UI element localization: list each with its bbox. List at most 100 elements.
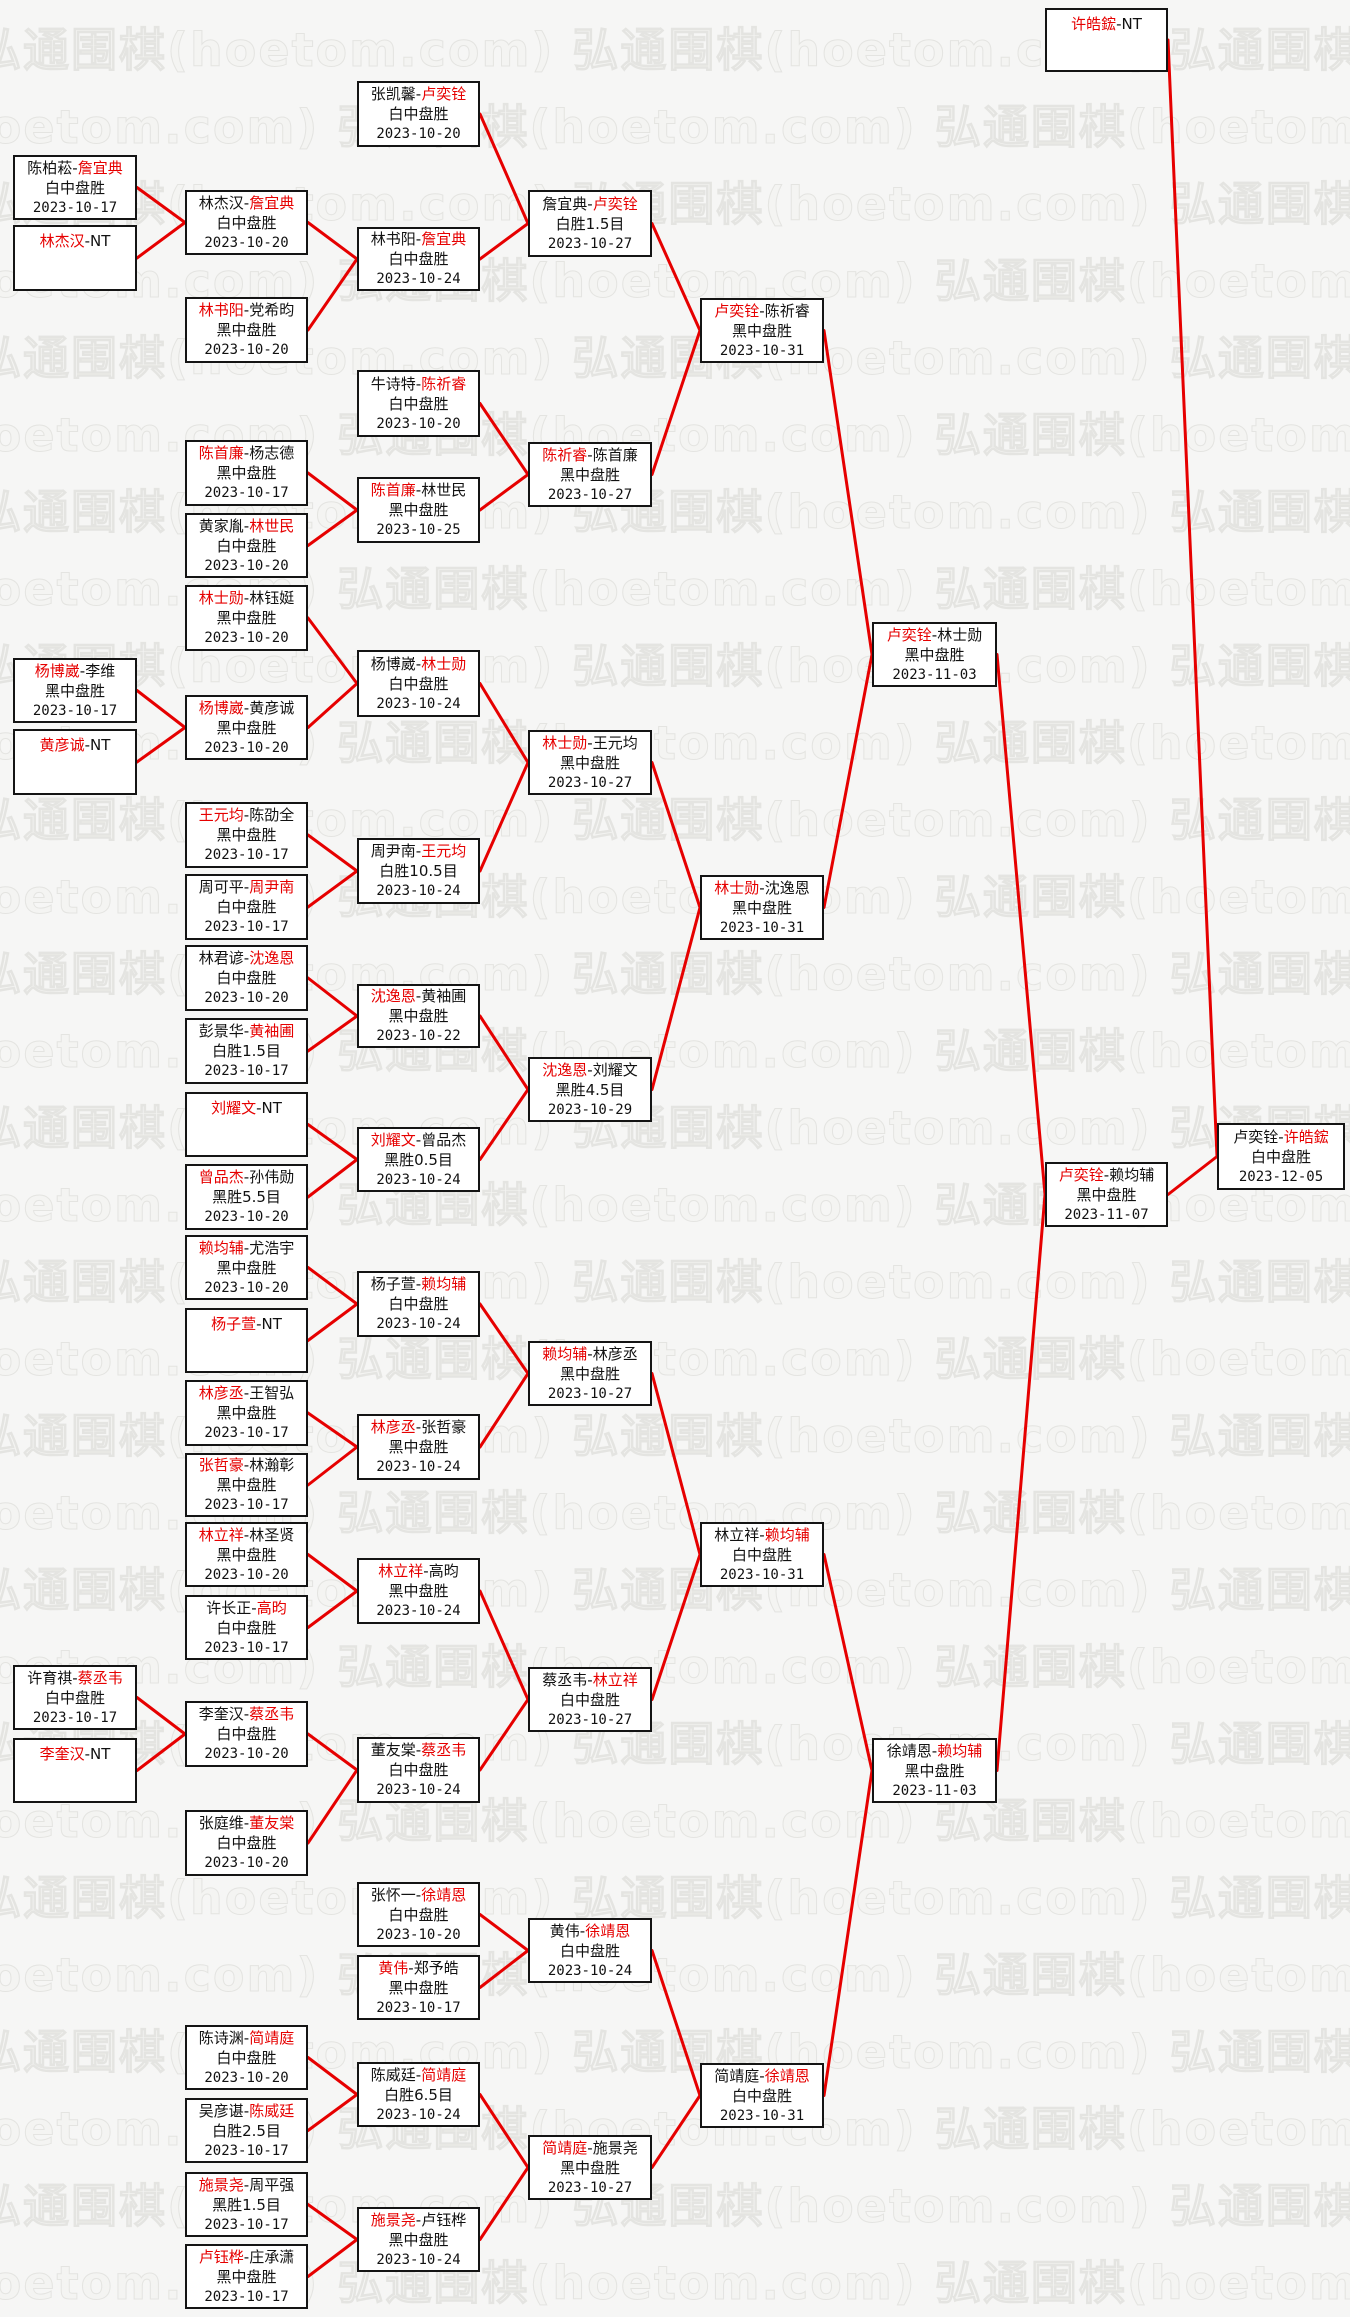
match-date: 2023-10-17 bbox=[204, 1639, 289, 1656]
bracket-connector bbox=[135, 1696, 187, 1736]
match-box-E2: 林士勋-沈逸恩 黑中盘胜 2023-10-31 bbox=[700, 875, 824, 940]
match-date: 2023-10-27 bbox=[547, 774, 633, 791]
match-box-E3: 林立祥-赖均辅 白中盘胜 2023-10-31 bbox=[700, 1522, 824, 1587]
match-players: 黄伟-徐靖恩 bbox=[550, 1921, 630, 1941]
bracket-connector bbox=[478, 1698, 530, 1772]
player-a-name: 曾品杰 bbox=[198, 1168, 244, 1186]
match-result: 黑中盘胜 bbox=[216, 826, 277, 844]
players-separator: - bbox=[243, 1814, 250, 1832]
players-separator: - bbox=[415, 85, 422, 103]
match-result: 白中盘胜 bbox=[216, 969, 277, 987]
bracket-connector bbox=[306, 1302, 359, 1342]
player-b-name: 董友棠 bbox=[249, 1814, 295, 1832]
match-box-F2: 徐靖恩-赖均辅 黑中盘胜 2023-11-03 bbox=[872, 1738, 997, 1803]
bracket-connector bbox=[306, 616, 359, 685]
players-separator: - bbox=[423, 1562, 429, 1580]
match-result: 白中盘胜 bbox=[216, 1618, 277, 1637]
players-separator: - bbox=[243, 1168, 250, 1186]
player-b-name: 黄彦诚 bbox=[249, 698, 295, 717]
player-b-name: 王元均 bbox=[592, 733, 638, 752]
bracket-connector bbox=[822, 1769, 874, 2097]
player-a-name: 刘耀文 bbox=[211, 1099, 257, 1117]
match-players: 杨子萱-NT bbox=[211, 1314, 282, 1334]
match-box-C7: 沈逸恩-黄袖圃 黑中盘胜 2023-10-22 bbox=[357, 984, 480, 1048]
match-players: 周尹南-王元均 bbox=[371, 841, 466, 861]
match-result: 黑中盘胜 bbox=[559, 465, 620, 484]
match-result: 黑中盘胜 bbox=[216, 321, 277, 339]
match-result: 白中盘胜 bbox=[1250, 1147, 1311, 1166]
bracket-connector bbox=[995, 653, 1047, 1196]
match-result: 黑中盘胜 bbox=[731, 898, 792, 917]
players-separator: - bbox=[415, 2065, 422, 2084]
match-result: 黑中盘胜 bbox=[388, 1007, 449, 1025]
players-separator: - bbox=[243, 589, 250, 607]
players-separator: - bbox=[587, 733, 593, 752]
match-result: 黑中盘胜 bbox=[388, 1438, 449, 1456]
match-date: 2023-10-20 bbox=[376, 415, 461, 432]
match-result: 白中盘胜 bbox=[388, 250, 449, 268]
match-date: 2023-10-31 bbox=[719, 2107, 805, 2124]
players-separator: - bbox=[243, 1705, 250, 1723]
player-b-name: 蔡丞韦 bbox=[421, 1741, 467, 1759]
player-a-name: 杨子萱 bbox=[211, 1315, 257, 1333]
match-players: 简靖庭-徐靖恩 bbox=[714, 2066, 809, 2086]
match-players: 林立祥-赖均辅 bbox=[714, 1525, 809, 1545]
match-players: 许长正-高昀 bbox=[206, 1598, 286, 1618]
bracket-connector bbox=[306, 1266, 359, 1306]
player-b-name: 尤浩宇 bbox=[249, 1238, 295, 1257]
match-players: 张怀一-徐靖恩 bbox=[371, 1885, 466, 1905]
match-players: 卢奕铨-赖均辅 bbox=[1059, 1165, 1154, 1185]
match-date: 2023-10-20 bbox=[204, 1279, 289, 1296]
players-separator: - bbox=[84, 232, 91, 250]
player-b-name: 林世民 bbox=[421, 481, 467, 499]
players-separator: - bbox=[243, 1525, 250, 1544]
match-box-B2: 林书阳-党希昀 黑中盘胜 2023-10-20 bbox=[185, 297, 308, 363]
match-result: 白胜6.5目 bbox=[384, 2085, 453, 2104]
match-result: 黑胜4.5目 bbox=[555, 1080, 625, 1099]
match-players: 杨子萱-赖均辅 bbox=[371, 1274, 466, 1294]
players-separator: - bbox=[587, 1670, 593, 1689]
match-date: 2023-10-24 bbox=[376, 1782, 461, 1798]
match-players: 蔡丞韦-林立祥 bbox=[542, 1670, 637, 1690]
bracket-connector bbox=[478, 1014, 530, 1091]
player-b-name: 卢钰桦 bbox=[421, 2210, 467, 2229]
player-b-name: 王智弘 bbox=[249, 1384, 295, 1402]
match-date: 2023-10-17 bbox=[204, 2216, 289, 2233]
player-a-name: 陈威廷 bbox=[370, 2065, 416, 2084]
match-box-C15: 陈威廷-简靖庭 白胜6.5目 2023-10-24 bbox=[357, 2062, 480, 2127]
player-a-name: 牛诗特 bbox=[370, 374, 416, 393]
bracket-connector bbox=[306, 1553, 359, 1593]
player-b-name: 杨志德 bbox=[249, 444, 295, 462]
match-players: 林书阳-党希昀 bbox=[199, 300, 294, 320]
players-separator: - bbox=[251, 1598, 257, 1617]
match-date: 2023-10-20 bbox=[204, 1746, 289, 1762]
player-a-name: 林杰汉 bbox=[198, 193, 244, 212]
match-box-B1: 林杰汉-詹宜典 白中盘胜 2023-10-20 bbox=[185, 190, 308, 255]
player-b-name: 陈祈睿 bbox=[764, 301, 810, 320]
player-b-name: 赖均辅 bbox=[937, 1741, 983, 1760]
player-a-name: 周可平 bbox=[198, 878, 244, 896]
match-date: 2023-10-20 bbox=[204, 234, 289, 251]
match-box-C8: 刘耀文-曾品杰 黑胜0.5目 2023-10-24 bbox=[357, 1127, 480, 1192]
player-a-name: 蔡丞韦 bbox=[542, 1670, 588, 1689]
match-box-D7: 黄伟-徐靖恩 白中盘胜 2023-10-24 bbox=[528, 1918, 652, 1983]
match-players: 林立祥-林圣贤 bbox=[199, 1525, 294, 1545]
players-separator: - bbox=[243, 516, 250, 535]
player-b-name: 施景尧 bbox=[592, 2138, 638, 2157]
players-separator: - bbox=[84, 1745, 91, 1763]
player-a-name: 许长正 bbox=[206, 1598, 252, 1617]
match-result: 黑中盘胜 bbox=[388, 1582, 449, 1600]
match-result: 白中盘胜 bbox=[559, 1690, 620, 1709]
match-result: 黑胜0.5目 bbox=[384, 1150, 453, 1169]
bracket-connector bbox=[306, 682, 359, 729]
player-a-name: 张哲豪 bbox=[198, 1456, 244, 1474]
player-b-name: 高昀 bbox=[256, 1598, 287, 1617]
player-a-name: 张怀一 bbox=[370, 1885, 416, 1904]
bracket-connector bbox=[478, 761, 530, 873]
player-b-name: 徐靖恩 bbox=[421, 1885, 467, 1904]
players-separator: - bbox=[587, 1344, 593, 1363]
player-b-name: 曾品杰 bbox=[421, 1130, 467, 1149]
match-date: 2023-10-17 bbox=[204, 1497, 289, 1513]
bracket-connector bbox=[306, 2056, 359, 2096]
match-date: 2023-10-20 bbox=[204, 557, 289, 574]
